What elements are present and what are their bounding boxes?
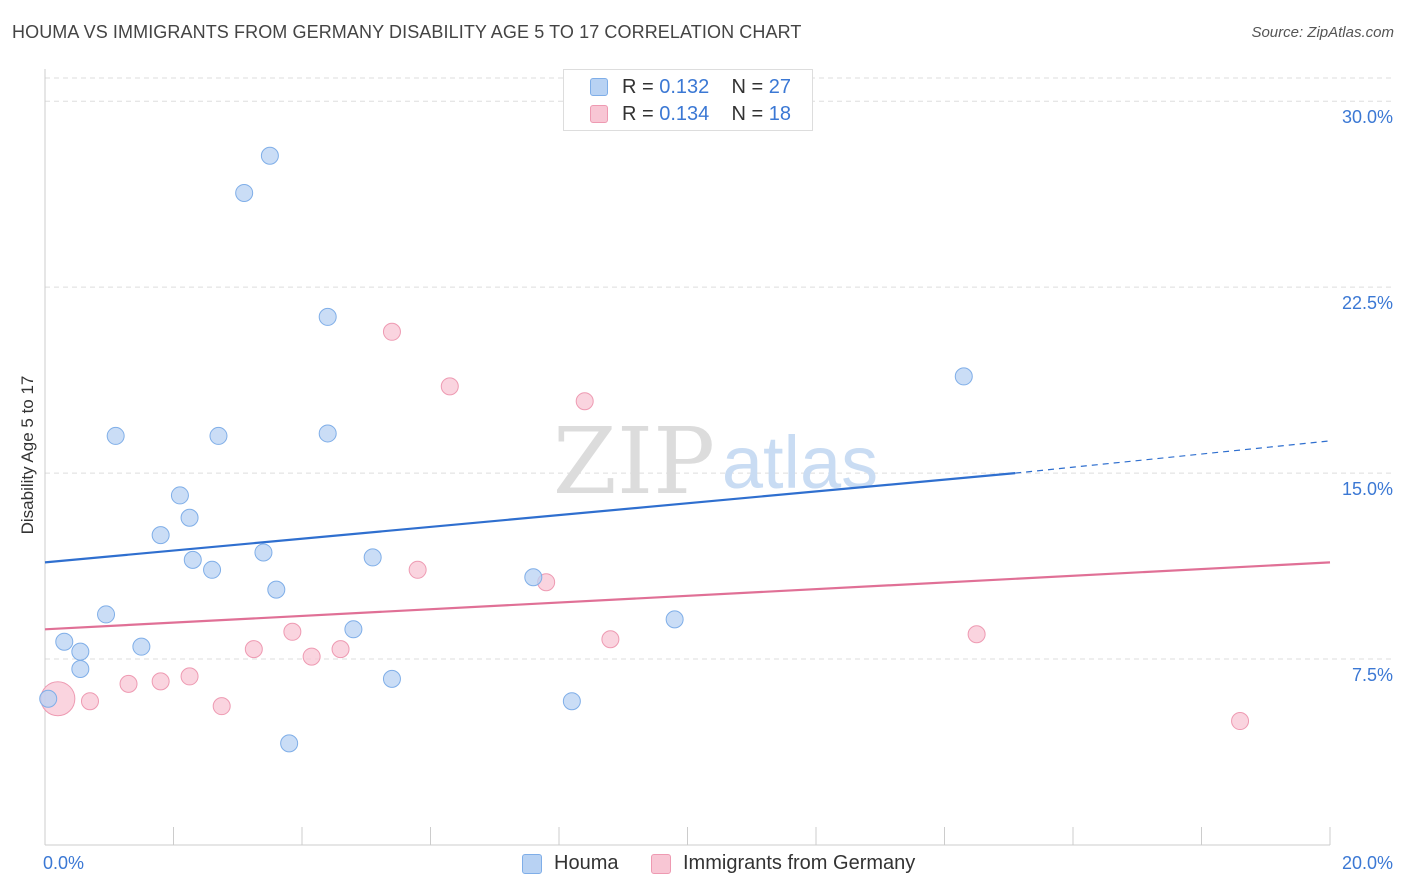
houma-point	[318, 307, 337, 326]
germany-point	[80, 692, 99, 711]
germany-point	[331, 640, 350, 659]
y-tick-label: 22.5%	[1342, 293, 1393, 313]
germany-trend-line	[44, 561, 1331, 631]
germany-point	[151, 672, 170, 691]
chart-title: HOUMA VS IMMIGRANTS FROM GERMANY DISABIL…	[12, 22, 802, 42]
germany-legend-swatch	[651, 854, 671, 874]
houma-point	[71, 642, 90, 661]
germany-n-value: 18	[768, 103, 792, 125]
germany-legend-label: Immigrants from Germany	[683, 852, 916, 874]
correlation-legend: R = 0.132 N = 27 R = 0.134 N = 18	[563, 69, 813, 131]
houma-point	[55, 632, 74, 651]
tick-label-layer: 7.5% 15.0% 22.5% 30.0% 0.0% 20.0%	[43, 107, 1393, 873]
germany-point	[601, 630, 620, 649]
houma-point	[180, 508, 199, 527]
source-credit: Source: ZipAtlas.com	[1251, 24, 1394, 41]
germany-r-label: R =	[622, 103, 654, 125]
y-axis-label: Disability Age 5 to 17	[18, 376, 37, 535]
houma-trend-extension	[1015, 440, 1331, 474]
houma-point	[382, 669, 401, 688]
series-legend: Houma Immigrants from Germany	[0, 852, 1406, 880]
watermark-atlas: atlas	[722, 421, 878, 504]
germany-point	[119, 674, 138, 693]
houma-point	[344, 620, 363, 639]
watermark: ZIP atlas	[553, 408, 878, 515]
houma-r-value: 0.132	[659, 76, 710, 98]
germany-point	[302, 647, 321, 666]
germany-point	[283, 622, 302, 641]
germany-point	[575, 392, 594, 411]
germany-point	[440, 377, 459, 396]
houma-point	[665, 610, 684, 629]
houma-point	[71, 659, 90, 678]
houma-trend-line	[44, 472, 1016, 564]
houma-point	[524, 568, 543, 587]
houma-point	[39, 689, 58, 708]
y-tick-label: 15.0%	[1342, 479, 1393, 499]
germany-point	[212, 697, 231, 716]
houma-point	[132, 637, 151, 656]
grid-layer	[45, 77, 1393, 660]
houma-point	[170, 486, 189, 505]
germany-point	[967, 625, 986, 644]
germany-point	[382, 322, 401, 341]
houma-point	[318, 424, 337, 443]
houma-n-label: N =	[731, 76, 764, 98]
houma-legend-label: Houma	[554, 852, 619, 874]
x-tick-label: 0.0%	[43, 853, 84, 873]
germany-point	[1231, 712, 1250, 731]
houma-point	[235, 183, 254, 202]
germany-point	[180, 667, 199, 686]
houma-r-label: R =	[622, 76, 654, 98]
houma-n-value: 27	[768, 76, 792, 98]
trend-layer	[44, 440, 1331, 631]
houma-point	[954, 367, 973, 386]
houma-point	[280, 734, 299, 753]
points-layer	[39, 146, 1250, 753]
houma-point	[151, 526, 170, 545]
watermark-zip: ZIP	[553, 408, 715, 515]
houma-point	[562, 692, 581, 711]
houma-point	[97, 605, 116, 624]
germany-r-value: 0.134	[659, 103, 710, 125]
houma-point	[106, 426, 125, 445]
houma-legend-swatch	[522, 854, 542, 874]
germany-point	[408, 560, 427, 579]
axis-layer	[44, 69, 1331, 846]
germany-swatch	[590, 105, 608, 123]
houma-point	[267, 580, 286, 599]
germany-point	[244, 640, 263, 659]
houma-point	[209, 426, 228, 445]
houma-point	[254, 543, 273, 562]
houma-swatch	[590, 78, 608, 96]
y-tick-label: 30.0%	[1342, 107, 1393, 127]
houma-point	[183, 550, 202, 569]
y-tick-label: 7.5%	[1352, 665, 1393, 685]
x-tick-label: 20.0%	[1342, 853, 1393, 873]
houma-point	[363, 548, 382, 567]
germany-n-label: N =	[731, 103, 764, 125]
houma-point	[260, 146, 279, 165]
houma-point	[203, 560, 222, 579]
